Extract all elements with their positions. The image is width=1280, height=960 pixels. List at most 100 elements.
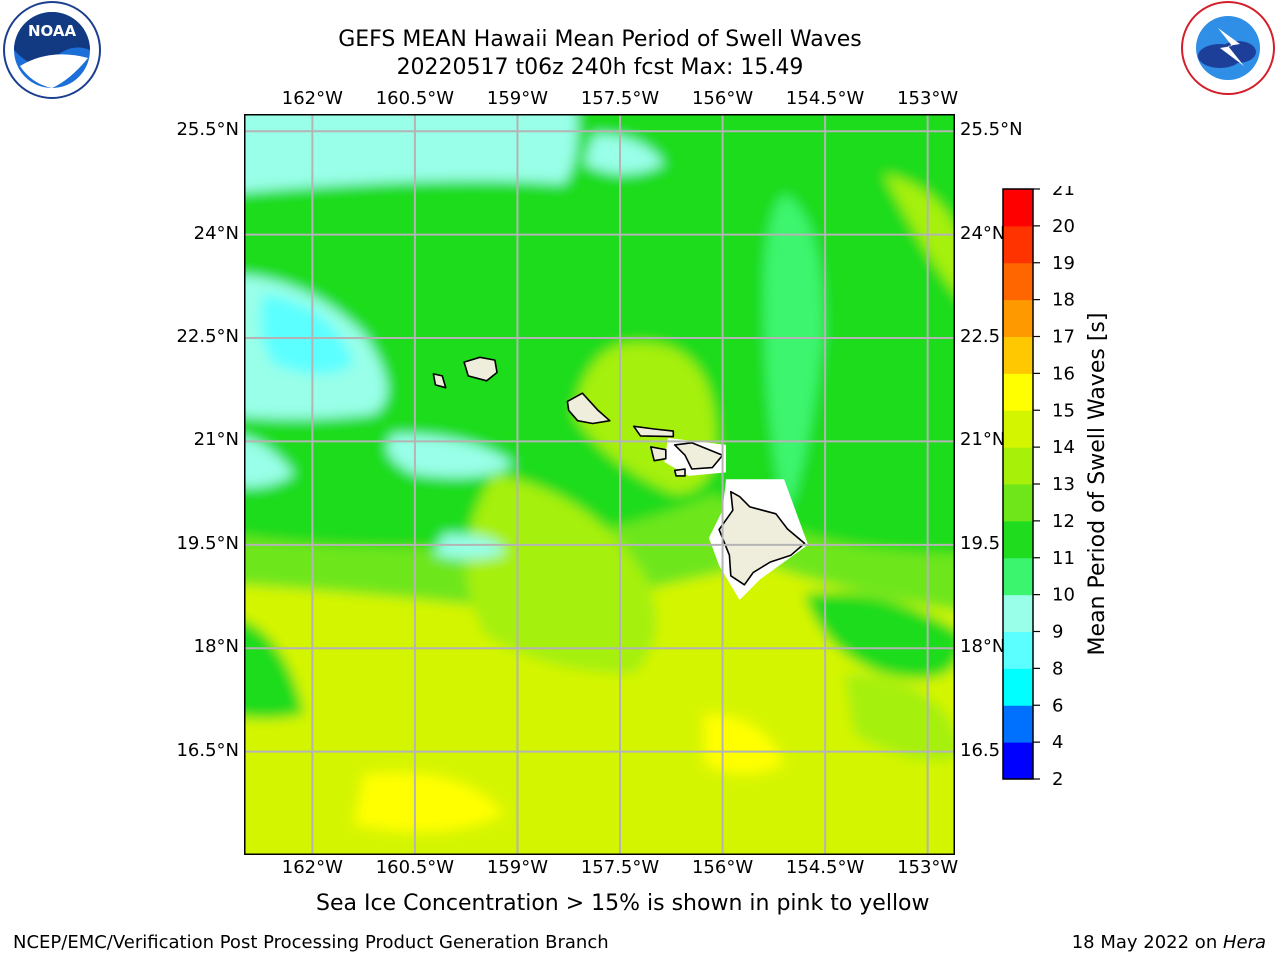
field-region-3 (466, 474, 657, 674)
field-region-12 (584, 134, 664, 174)
colorbar-tick-label-11: 16 (1052, 363, 1075, 384)
lon-label-top-2: 159°W (486, 88, 549, 109)
lon-label-bottom-0: 162°W (281, 857, 343, 878)
colorbar-bin-13 (1003, 262, 1033, 301)
colorbar-bin-5 (1003, 557, 1033, 596)
colorbar-bin-15 (1003, 189, 1033, 227)
lat-label-left-3: 21°N (193, 429, 239, 451)
oahu-island (566, 392, 611, 425)
colorbar-bins (1003, 189, 1033, 780)
lat-label-right-3: 21°N (960, 429, 1006, 451)
colorbar-tick-label-2: 6 (1052, 695, 1063, 716)
lat-label-right-2: 22.5 (960, 326, 1001, 348)
field-region-16 (804, 592, 955, 679)
lon-label-top-0: 162°W (281, 88, 343, 109)
colorbar-bin-0 (1003, 742, 1033, 780)
colorbar-tick-label-8: 13 (1052, 474, 1075, 495)
lat-label-right-0: 25.5°N (960, 119, 1023, 141)
colorbar-label: Mean Period of Swell Waves [s] (1085, 313, 1110, 656)
lat-label-left-5: 18°N (193, 636, 239, 658)
kauai-island (463, 356, 498, 382)
noaa-logo-text: NOAA (28, 22, 77, 40)
lat-label-left-2: 22.5°N (176, 326, 239, 348)
colorbar-bin-6 (1003, 520, 1033, 559)
colorbar-tick-label-5: 10 (1052, 585, 1075, 606)
colorbar-tick-label-7: 12 (1052, 511, 1075, 532)
colorbar-ticks: 2 4 6 8 9 10 11 12 13 14 15 16 17 18 19 20 21 (1033, 186, 1075, 786)
lon-label-bottom-4: 156°W (691, 857, 754, 878)
lanai-island (649, 446, 667, 462)
colorbar-bin-7 (1003, 484, 1033, 522)
colorbar-bin-14 (1003, 225, 1033, 264)
colorbar-bin-12 (1003, 299, 1033, 338)
gridlines (244, 114, 955, 855)
field-region-18 (764, 194, 824, 514)
lon-label-top-3: 157.5°W (580, 88, 660, 109)
colorbar-tick-label-15: 20 (1052, 216, 1075, 237)
lat-label-left-6: 16.5°N (176, 739, 239, 761)
footer-branch: NCEP/EMC/Verification Post Processing Pr… (13, 932, 609, 953)
lon-label-bottom-2: 159°W (486, 857, 549, 878)
colorbar-bin-4 (1003, 594, 1033, 633)
colorbar-tick-label-0: 2 (1052, 769, 1063, 786)
field-region-13 (244, 620, 304, 719)
colorbar-tick-label-4: 9 (1052, 622, 1063, 643)
kahoolawe-island (673, 468, 686, 477)
colorbar-bin-2 (1003, 668, 1033, 706)
land-layer (432, 356, 808, 600)
swell-period-map (244, 114, 955, 855)
lat-label-left-0: 25.5°N (176, 119, 239, 141)
colorbar-bin-1 (1003, 705, 1033, 743)
field-region-5 (884, 174, 955, 293)
colorbar: 2 4 6 8 9 10 11 12 13 14 15 16 17 18 19 20 21 Mean Perio… (1002, 186, 1110, 786)
sea-ice-note: Sea Ice Concentration > 15% is shown in … (316, 891, 930, 916)
colorbar-tick-label-14: 19 (1052, 253, 1075, 274)
colorbar-tick-label-3: 8 (1052, 658, 1063, 679)
field-region-6 (244, 114, 578, 193)
colorbar-tick-label-12: 17 (1052, 327, 1075, 348)
noaa-logo-icon: NOAA (3, 1, 101, 99)
footer-date: 18 May 2022 on Hera (1072, 932, 1266, 953)
colorbar-tick-label-10: 15 (1052, 400, 1075, 421)
map-frame (244, 114, 955, 855)
molokai-island (632, 425, 675, 438)
footer-date-text: 18 May 2022 on (1071, 932, 1223, 953)
colorbar-tick-label-1: 4 (1052, 732, 1063, 753)
colorbar-tick-label-16: 21 (1052, 186, 1075, 200)
field-region-4 (827, 114, 955, 204)
colorbar-bin-3 (1003, 631, 1033, 669)
lon-label-top-1: 160.5°W (375, 88, 455, 109)
chart-subtitle: 20220517 t06z 240h fcst Max: 15.49 (396, 55, 804, 80)
lon-label-bottom-3: 157.5°W (580, 857, 660, 878)
lat-label-right-4: 19.5 (960, 532, 1001, 554)
lon-label-top-6: 153°W (897, 88, 959, 109)
lat-label-left-4: 19.5°N (176, 532, 239, 554)
chart-title: GEFS MEAN Hawaii Mean Period of Swell Wa… (338, 27, 862, 52)
colorbar-tick-label-9: 14 (1052, 437, 1075, 458)
lat-label-left-1: 24°N (193, 222, 239, 244)
lon-label-bottom-5: 154.5°W (785, 857, 865, 878)
colorbar-bin-8 (1003, 447, 1033, 485)
colorbar-bin-9 (1003, 410, 1033, 448)
field-region-11 (434, 534, 504, 559)
niihau-island (432, 373, 447, 389)
lon-label-bottom-6: 153°W (897, 857, 959, 878)
lon-label-top-4: 156°W (691, 88, 754, 109)
field-region-14 (704, 714, 784, 774)
colorbar-tick-label-13: 18 (1052, 290, 1075, 311)
colorbar-bin-11 (1003, 336, 1033, 374)
lon-label-top-5: 154.5°W (785, 88, 865, 109)
nws-logo-icon (1181, 1, 1275, 95)
colorbar-tick-label-6: 11 (1052, 548, 1075, 569)
field-region-9 (387, 434, 514, 478)
field-region-8 (260, 294, 354, 374)
maui-island (673, 441, 724, 470)
lat-label-right-6: 16.5 (960, 739, 1001, 761)
field-region-15 (354, 772, 504, 832)
swell-field-layer (244, 114, 955, 855)
lon-label-bottom-1: 160.5°W (375, 857, 455, 878)
lat-label-right-5: 18°N (960, 636, 1006, 658)
field-region-10 (244, 436, 294, 488)
colorbar-bin-10 (1003, 373, 1033, 411)
footer-machine: Hera (1222, 932, 1266, 953)
